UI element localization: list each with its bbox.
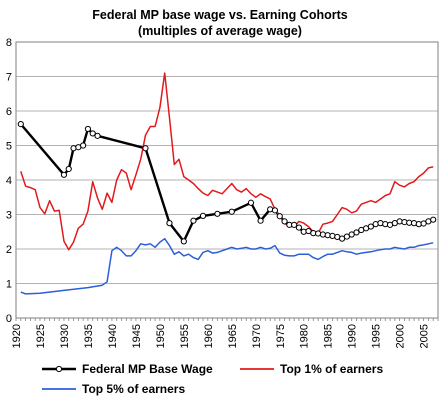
data-point [65, 165, 72, 173]
x-tick-label: 1930 [59, 324, 71, 348]
data-point [142, 145, 149, 152]
data-point [180, 238, 187, 245]
x-tick-label: 1960 [203, 324, 215, 348]
data-point [84, 125, 92, 133]
x-tick-label: 1920 [11, 324, 23, 348]
data-point [367, 223, 374, 230]
y-tick-label: 5 [6, 141, 12, 153]
x-tick-label: 2000 [395, 324, 407, 348]
data-point [430, 216, 437, 223]
x-tick-label: 1985 [323, 324, 335, 348]
x-tick-label: 1945 [131, 324, 143, 348]
x-tick-label: 1935 [83, 324, 95, 348]
x-tick-label: 1940 [107, 324, 119, 348]
data-point [271, 207, 279, 214]
x-tick-label: 1955 [179, 324, 191, 348]
data-point [166, 220, 173, 227]
data-point [94, 132, 101, 139]
legend-marker [55, 365, 63, 373]
data-point [80, 142, 87, 149]
data-point [190, 217, 197, 224]
axes: 0 1 2 3 4 5 6 7 8 1920 1925 1930 1935 1940 1945 1950 195… [6, 37, 439, 348]
data-point [214, 210, 221, 217]
y-tick-label: 0 [6, 313, 12, 325]
data-point [89, 130, 96, 137]
chart-subtitle: (multiples of average wage) [138, 24, 302, 38]
data-point [228, 208, 235, 215]
x-tick-label: 1975 [275, 324, 287, 348]
x-tick-label: 1950 [155, 324, 167, 348]
chart-title: Federal MP base wage vs. Earning Cohorts [92, 8, 347, 22]
y-tick-label: 1 [6, 279, 12, 291]
series-line-2 [20, 72, 434, 251]
legend-label: Top 1% of earners [280, 362, 383, 376]
x-tick-label: 1995 [371, 324, 383, 348]
y-tick-label: 2 [6, 244, 12, 256]
x-tick-label: 1990 [347, 324, 359, 348]
series-line-3 [20, 237, 434, 295]
legend: Federal MP Base Wage Top 1% of earners Top… [42, 362, 383, 396]
x-tick-label: 1980 [299, 324, 311, 348]
data-point [257, 217, 264, 224]
x-tick-label: 1925 [35, 324, 47, 348]
y-tick-label: 7 [6, 72, 12, 84]
x-tick-label: 2005 [419, 324, 431, 348]
data-point [281, 218, 288, 225]
y-tick-label: 6 [6, 106, 12, 118]
legend-label: Federal MP Base Wage [82, 362, 213, 376]
data-point [291, 221, 298, 228]
data-point [276, 213, 283, 220]
data-point [17, 121, 24, 128]
legend-label: Top 5% of earners [82, 382, 185, 396]
x-tick-label: 1965 [227, 324, 239, 348]
data-point [60, 171, 68, 178]
y-tick-label: 8 [6, 37, 12, 49]
grid [15, 41, 439, 319]
data-point [247, 199, 255, 206]
y-tick-label: 4 [6, 175, 12, 187]
y-tick-label: 3 [6, 210, 12, 222]
data-point [199, 212, 207, 219]
data-point [295, 224, 303, 231]
series-lines [17, 72, 437, 295]
x-tick-label: 1970 [251, 324, 263, 348]
data-point [353, 229, 360, 236]
